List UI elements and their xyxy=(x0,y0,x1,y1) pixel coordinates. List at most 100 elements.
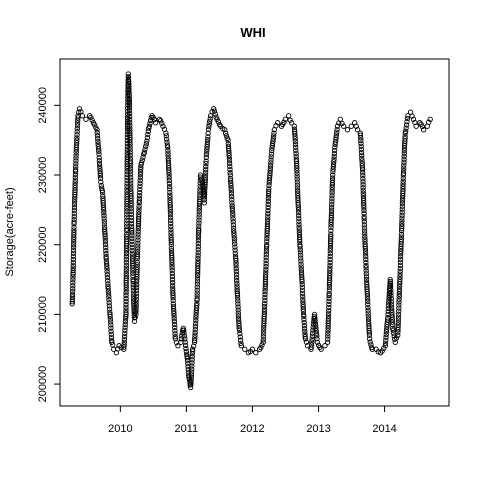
data-point xyxy=(360,176,366,182)
data-point xyxy=(70,253,77,259)
data-point xyxy=(361,216,367,222)
data-point xyxy=(301,319,307,326)
data-point xyxy=(98,179,104,185)
data-point xyxy=(293,150,299,156)
data-point xyxy=(133,299,139,305)
data-point xyxy=(171,310,177,317)
data-point xyxy=(363,276,370,283)
data-point xyxy=(331,150,338,157)
data-point xyxy=(294,179,300,185)
data-point xyxy=(108,325,114,331)
data-point xyxy=(74,135,80,141)
data-point xyxy=(329,199,335,205)
data-point xyxy=(264,233,270,239)
data-point xyxy=(168,239,174,245)
data-point xyxy=(235,307,241,313)
data-point xyxy=(128,198,134,204)
data-point xyxy=(300,299,306,305)
data-point xyxy=(270,138,276,144)
data-point xyxy=(72,177,78,183)
data-point xyxy=(129,253,136,259)
data-point xyxy=(299,278,305,285)
data-point xyxy=(232,244,238,250)
data-point xyxy=(128,214,135,221)
data-point xyxy=(233,260,239,266)
data-point xyxy=(364,291,370,297)
data-point xyxy=(189,360,195,366)
data-point xyxy=(134,253,141,260)
data-point xyxy=(330,168,336,175)
data-point xyxy=(169,270,175,277)
data-point xyxy=(329,190,335,196)
data-point xyxy=(400,170,407,176)
data-point xyxy=(263,272,269,278)
data-point xyxy=(135,243,141,249)
x-axis: 2010 2011 2012 2013 2014 xyxy=(108,405,397,435)
data-point xyxy=(96,148,102,154)
data-point xyxy=(95,138,101,145)
data-point xyxy=(136,214,142,220)
data-point xyxy=(328,228,334,234)
data-point xyxy=(71,219,77,225)
data-point xyxy=(325,315,332,322)
data-point xyxy=(193,315,199,321)
data-point xyxy=(360,179,366,185)
data-point xyxy=(123,309,129,316)
data-point xyxy=(296,227,302,233)
data-point xyxy=(127,139,133,145)
data-point xyxy=(163,133,169,139)
data-point xyxy=(136,203,142,209)
data-point xyxy=(105,278,111,284)
data-point xyxy=(235,315,242,322)
data-point xyxy=(136,192,143,199)
data-point xyxy=(235,304,241,310)
data-point xyxy=(73,149,79,155)
data-point xyxy=(71,239,77,245)
data-point xyxy=(108,322,114,328)
data-point xyxy=(357,132,364,138)
y-axis-label: Storage(acre-feet) xyxy=(4,187,16,276)
data-point xyxy=(369,346,375,352)
data-point xyxy=(188,374,194,381)
data-point xyxy=(396,308,402,314)
data-point xyxy=(334,123,341,129)
data-point xyxy=(104,266,110,272)
data-point xyxy=(396,293,402,300)
data-point xyxy=(262,274,269,280)
data-point xyxy=(123,295,129,302)
data-point xyxy=(234,295,241,301)
data-point xyxy=(363,256,369,263)
data-point xyxy=(237,330,243,337)
data-point xyxy=(397,256,404,263)
data-point xyxy=(70,262,76,268)
data-point xyxy=(227,163,233,170)
data-point xyxy=(169,267,175,274)
data-point xyxy=(188,384,194,391)
data-point xyxy=(365,310,371,316)
data-point xyxy=(134,278,140,285)
y-axis: 200000 210000 220000 230000 240000 xyxy=(37,87,61,402)
data-point xyxy=(192,321,199,327)
data-point xyxy=(292,141,299,147)
data-point xyxy=(102,231,108,237)
data-point xyxy=(327,248,333,254)
data-point xyxy=(105,281,111,287)
data-point xyxy=(124,186,130,192)
data-point xyxy=(167,209,174,215)
data-point xyxy=(188,372,195,378)
data-point xyxy=(121,344,127,350)
data-point xyxy=(163,130,169,136)
data-point xyxy=(103,248,109,254)
data-point xyxy=(69,294,76,300)
data-point xyxy=(235,313,242,319)
data-point xyxy=(130,287,137,293)
data-point xyxy=(360,187,366,194)
data-point xyxy=(94,127,100,133)
data-point xyxy=(249,346,256,352)
data-point xyxy=(126,100,133,106)
y-tick-label: 240000 xyxy=(37,87,49,124)
data-point xyxy=(400,181,406,187)
data-point xyxy=(361,207,367,214)
data-point xyxy=(403,128,409,134)
data-point xyxy=(166,177,172,184)
